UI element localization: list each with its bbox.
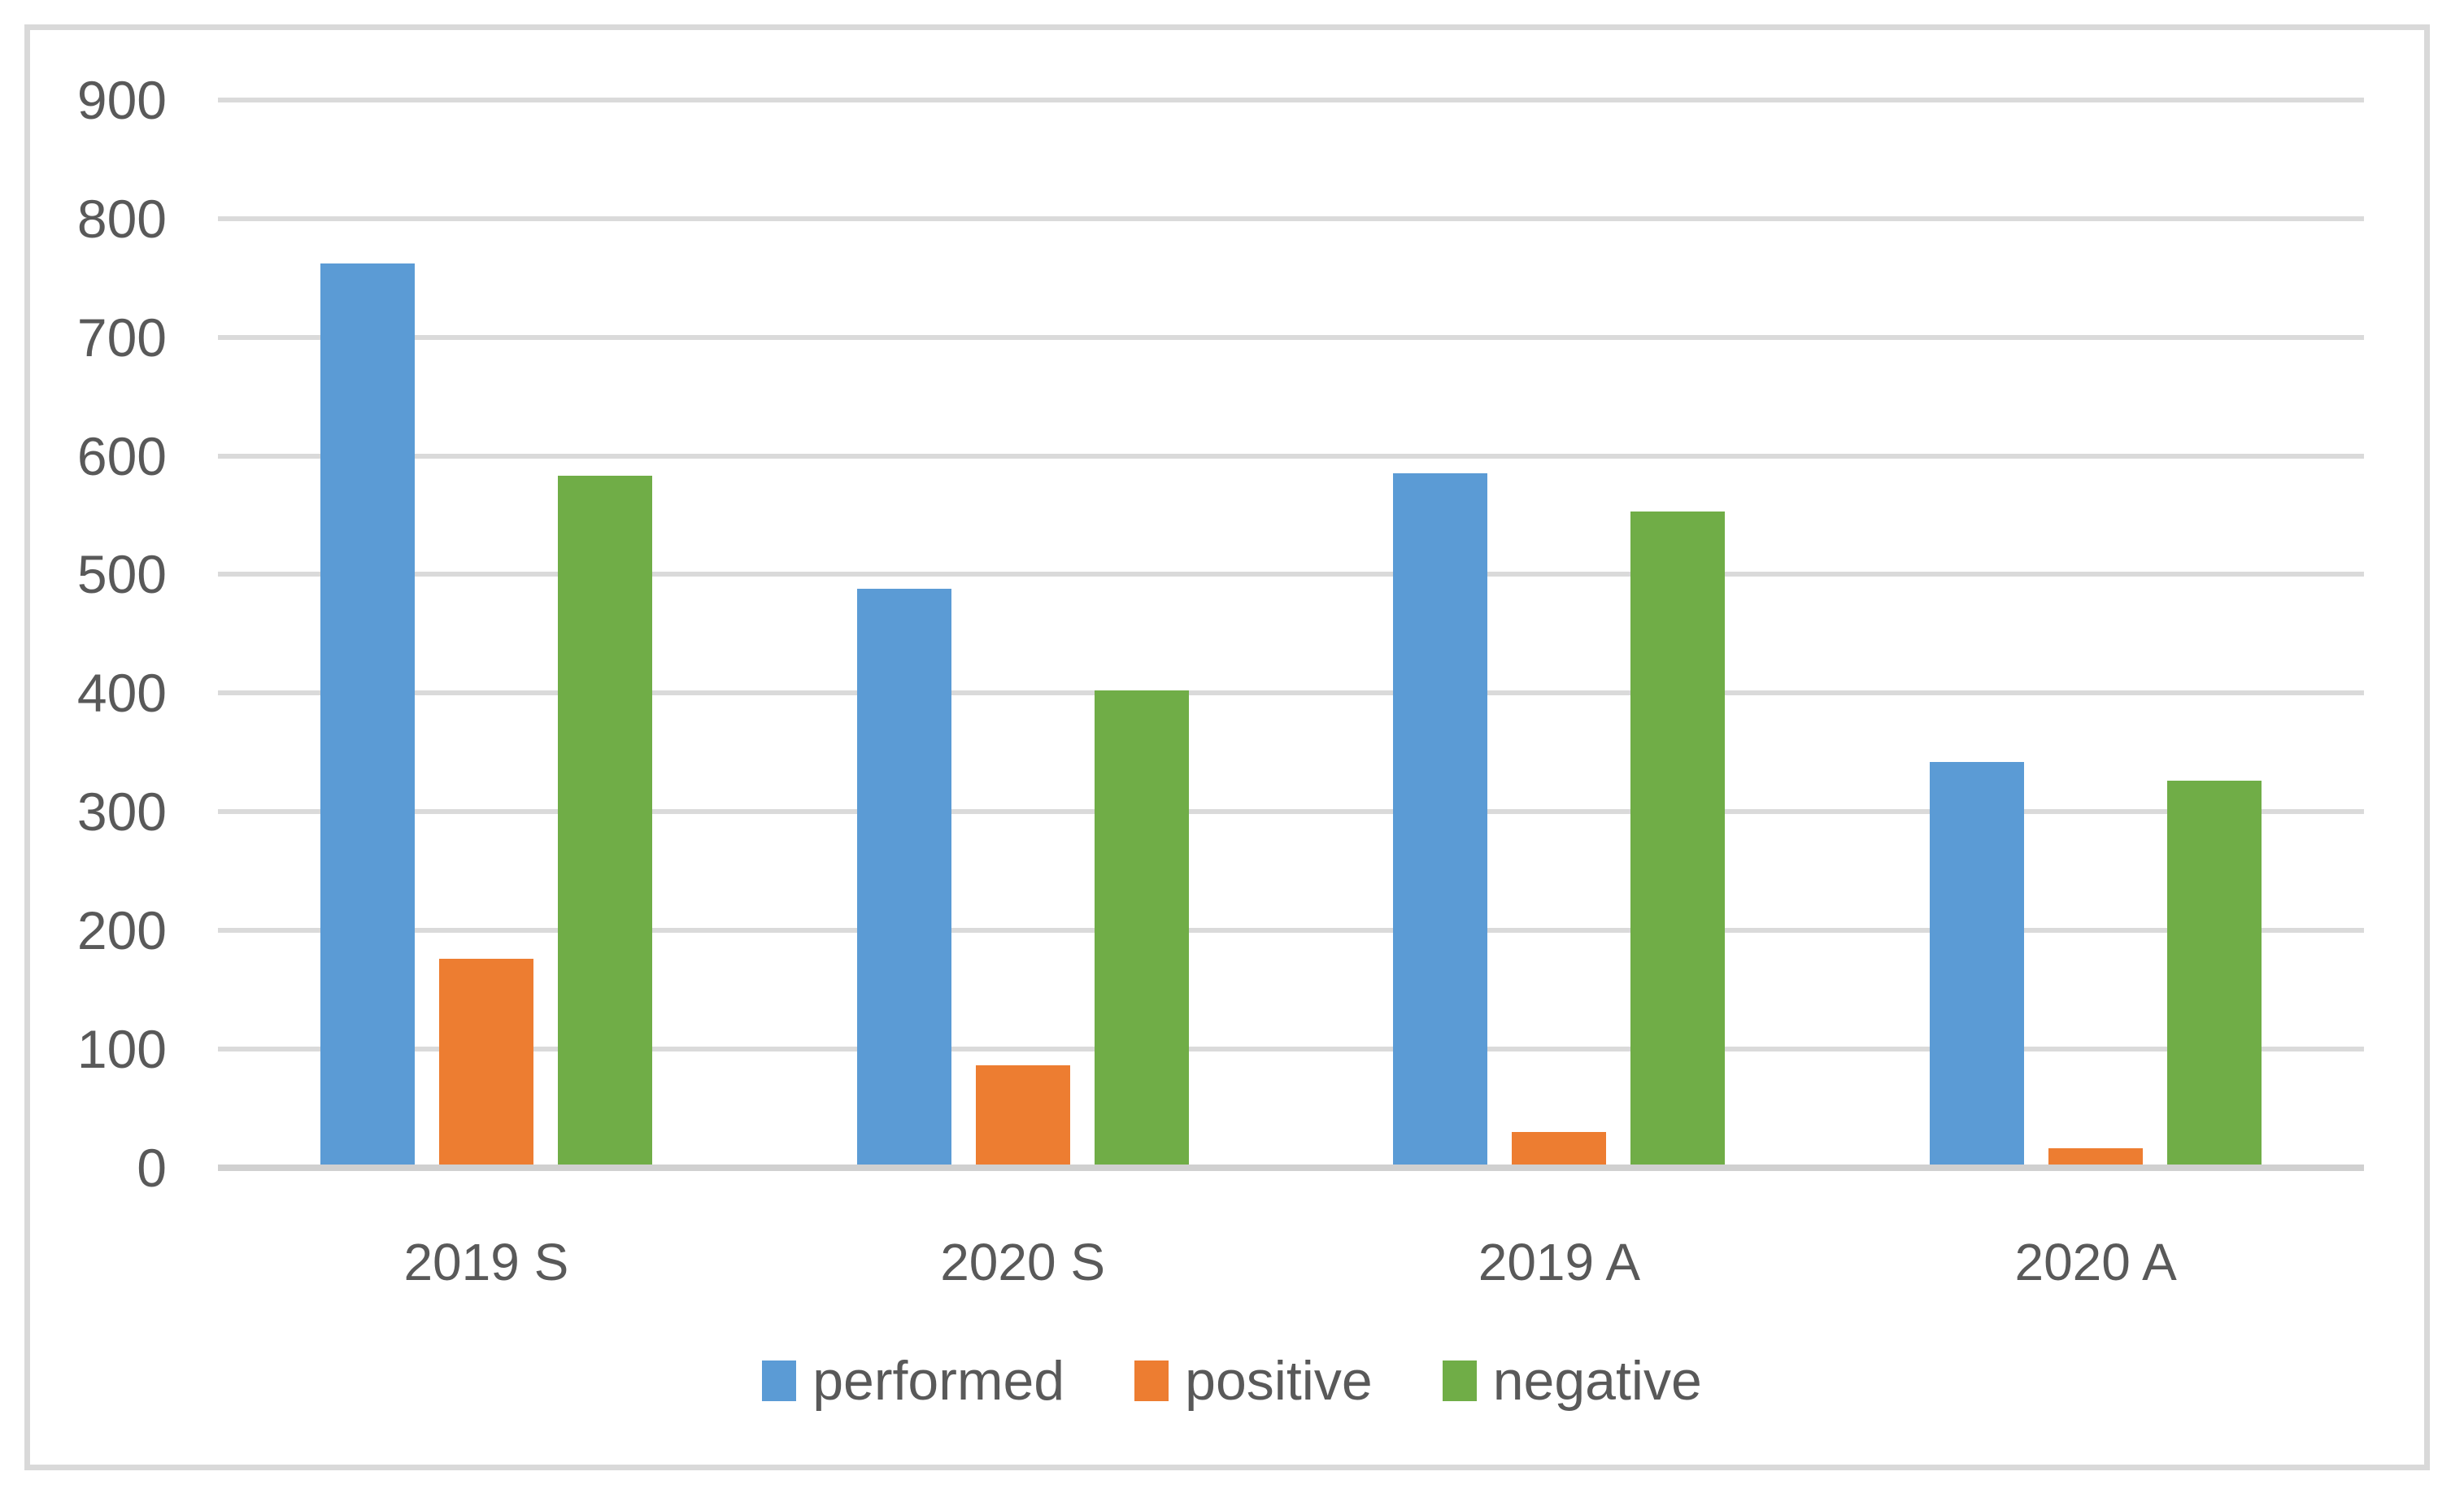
gridline-800 (218, 216, 2364, 221)
legend-label-negative: negative (1492, 1350, 1702, 1412)
gridline-700 (218, 334, 2364, 340)
legend-label-performed: performed (812, 1350, 1065, 1412)
legend: performed positive negative (0, 1352, 2464, 1410)
y-tick-label-0: 0 (137, 1137, 167, 1198)
bar-2019-s-performed (320, 263, 415, 1165)
legend-item-negative: negative (1442, 1350, 1702, 1412)
bar-2019-s-negative (557, 476, 652, 1165)
legend-label-positive: positive (1185, 1350, 1373, 1412)
y-tick-label-600: 600 (76, 425, 167, 486)
y-tick-label-100: 100 (76, 1018, 167, 1079)
gridline-900 (218, 98, 2364, 102)
y-tick-label-500: 500 (76, 544, 167, 605)
y-tick-label-700: 700 (76, 307, 167, 368)
y-tick-label-300: 300 (76, 781, 167, 842)
legend-item-positive: positive (1134, 1352, 1373, 1410)
y-tick-label-800: 800 (76, 188, 167, 249)
bar-2019-a-positive (1512, 1131, 1607, 1165)
bar-2019-a-performed (1393, 473, 1488, 1165)
x-category-label-2019-s: 2019 S (403, 1233, 569, 1291)
bar-2019-a-negative (1630, 512, 1726, 1165)
gridline-200 (218, 927, 2364, 933)
bar-2020-s-positive (975, 1065, 1070, 1165)
y-tick-label-900: 900 (76, 70, 167, 130)
x-category-label-2020-s: 2020 S (940, 1233, 1106, 1291)
legend-marker-performed (762, 1361, 797, 1401)
bar-2019-s-positive (438, 958, 533, 1165)
bar-2020-a-performed (1930, 761, 2025, 1165)
y-tick-label-400: 400 (76, 663, 167, 724)
y-tick-label-200: 200 (76, 899, 167, 960)
chart-figure-border (24, 24, 2430, 1470)
x-axis-line (218, 1165, 2364, 1171)
gridline-600 (218, 453, 2364, 459)
bar-2020-a-positive (2048, 1148, 2144, 1165)
legend-marker-positive (1134, 1361, 1169, 1401)
bar-2020-s-negative (1094, 690, 1189, 1165)
gridline-500 (218, 572, 2364, 577)
legend-marker-negative (1442, 1361, 1477, 1401)
gridline-100 (218, 1046, 2364, 1051)
x-category-label-2020-a: 2020 A (2014, 1233, 2177, 1291)
gridline-400 (218, 690, 2364, 696)
x-category-label-2019-a: 2019 A (1478, 1233, 1641, 1291)
legend-item-performed: performed (762, 1352, 1064, 1410)
bar-2020-a-negative (2167, 781, 2262, 1165)
bar-2020-s-performed (856, 588, 951, 1165)
gridline-300 (218, 809, 2364, 814)
